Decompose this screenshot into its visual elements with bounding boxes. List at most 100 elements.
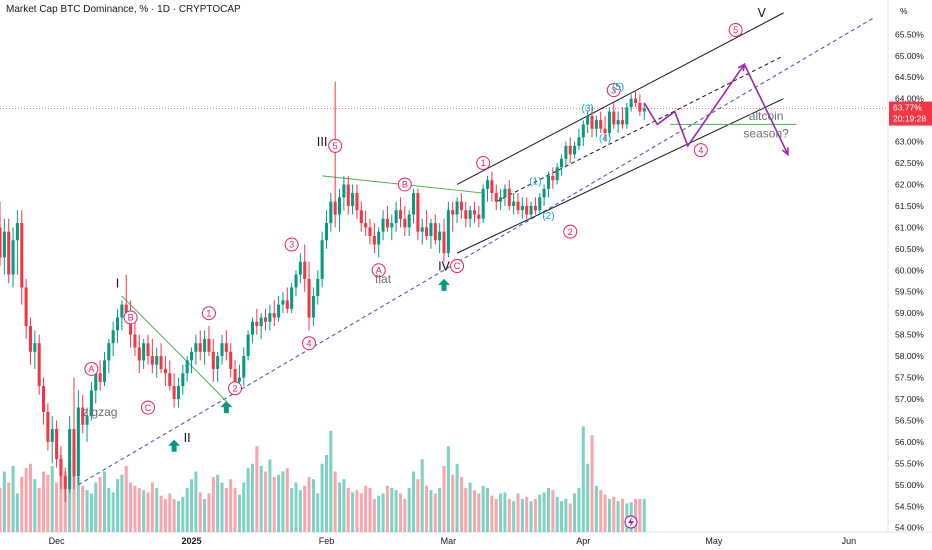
volume-bar: [76, 477, 80, 532]
candle-body: [464, 210, 468, 219]
volume-bar: [0, 488, 2, 532]
volume-bar: [555, 496, 559, 532]
volume-bar: [438, 488, 442, 532]
candle-body: [355, 193, 359, 211]
time-axis[interactable]: Dec 2025 Feb Mar Apr May Jun: [49, 536, 857, 546]
volume-bar: [50, 466, 54, 532]
volume-bar: [133, 485, 137, 532]
channel-mid-line: [496, 55, 784, 203]
volume-bar: [194, 471, 198, 532]
candle-body: [98, 373, 102, 382]
price-tick-label: 56.00%: [895, 437, 924, 447]
volume-bar: [207, 493, 211, 532]
candle-body: [272, 313, 276, 318]
candle-body: [333, 201, 337, 215]
candle-body: [477, 214, 481, 219]
candle-body: [120, 304, 124, 318]
candle-body: [229, 351, 233, 369]
candle-body: [429, 223, 433, 236]
candle-body: [316, 278, 320, 297]
volume-bar: [150, 482, 154, 532]
price-axis[interactable]: 65.50%65.00%64.50%64.00%63.50%63.00%62.5…: [895, 29, 924, 532]
candlesticks[interactable]: [0, 81, 646, 502]
currency-label[interactable]: %: [900, 6, 908, 16]
candle-body: [33, 343, 37, 352]
price-tick-label: 64.00%: [895, 94, 924, 104]
volume-bar: [390, 488, 394, 532]
volume-bar: [425, 485, 429, 532]
candle-body: [494, 193, 498, 202]
candle-body: [542, 188, 546, 198]
volume-bar: [351, 492, 355, 532]
volume-bar: [486, 488, 490, 532]
volume-bar: [2, 471, 6, 532]
volume-bar: [303, 485, 307, 532]
volume-bar: [85, 490, 89, 532]
volume-bar: [381, 493, 385, 532]
candle-body: [76, 407, 80, 477]
volume-bar: [168, 493, 172, 532]
volume-bar: [638, 499, 642, 532]
candle-body: [451, 210, 455, 215]
candle-body: [285, 300, 289, 309]
volume-bar: [412, 471, 416, 532]
volume-bar: [203, 499, 207, 532]
candle-body: [307, 278, 311, 318]
candle-body: [7, 231, 11, 275]
volume-bar: [268, 459, 272, 532]
volume-bar: [581, 426, 585, 532]
volume-bar: [542, 492, 546, 532]
wave-2-arrow: [220, 401, 233, 414]
candle-body: [163, 368, 167, 374]
candle-body: [433, 223, 437, 241]
wave-label-circle: C: [145, 403, 152, 413]
candle-body: [616, 120, 620, 125]
volume-bar: [107, 488, 111, 532]
candle-body: [581, 124, 585, 138]
volume-bar: [468, 482, 472, 532]
candle-body: [168, 373, 172, 387]
candle-body: [599, 120, 603, 129]
volume-bar: [620, 499, 624, 532]
candle-body: [155, 356, 159, 365]
time-tick-label: Feb: [319, 536, 335, 546]
alert-lightning-icon[interactable]: [624, 515, 638, 529]
candle-body: [259, 317, 263, 327]
candle-body: [89, 390, 93, 417]
volume-bar: [499, 493, 503, 532]
candle-body: [398, 210, 402, 219]
wave-label-subwave: (5): [612, 82, 624, 93]
candle-body: [359, 210, 363, 224]
price-tick-label: 60.00%: [895, 265, 924, 275]
wave-label-roman: V: [758, 6, 767, 20]
candle-body: [512, 201, 516, 206]
candle-body: [72, 429, 76, 477]
candle-body: [486, 180, 490, 189]
candle-body: [20, 223, 24, 288]
candle-body: [499, 197, 503, 202]
candle-body: [303, 261, 307, 279]
volume-bar: [573, 493, 577, 532]
candle-body: [533, 205, 537, 211]
volume-bar: [246, 468, 250, 532]
volume-bar: [472, 490, 476, 532]
volume-bar: [89, 493, 93, 532]
wave-circle: [84, 361, 99, 376]
candle-body: [459, 201, 463, 211]
candle-body: [250, 321, 254, 335]
volume-bar: [242, 482, 246, 532]
volume-bar: [98, 477, 102, 532]
candle-body: [407, 214, 411, 228]
candle-body: [172, 386, 176, 399]
wave-label-roman: III: [317, 135, 328, 149]
candle-body: [629, 98, 633, 108]
volume-bar: [176, 501, 180, 532]
wave-circle: [228, 381, 243, 396]
price-tick-label: 65.00%: [895, 51, 924, 61]
volume-bar: [102, 471, 106, 532]
volume-bar: [525, 496, 529, 532]
candle-body: [281, 300, 285, 305]
candle-body: [490, 180, 494, 194]
candle-body: [233, 368, 237, 382]
